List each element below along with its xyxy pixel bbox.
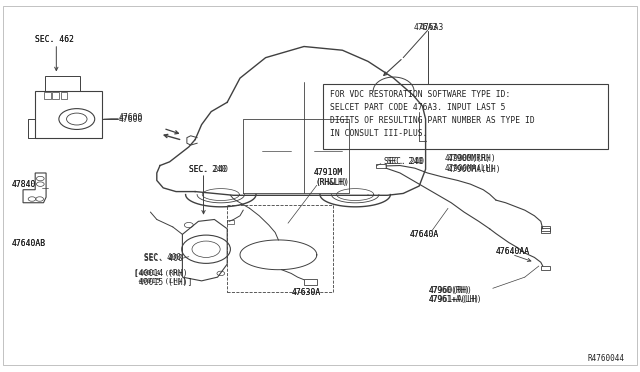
Text: 47640AA: 47640AA bbox=[496, 247, 530, 256]
Bar bbox=[52, 92, 59, 99]
Bar bbox=[44, 92, 51, 99]
Text: 40015 (LH)]: 40015 (LH)] bbox=[134, 278, 193, 287]
Text: SEC. 462: SEC. 462 bbox=[35, 35, 74, 44]
Text: 47960(RH): 47960(RH) bbox=[429, 286, 470, 295]
Text: 47640A: 47640A bbox=[410, 230, 439, 239]
Bar bbox=[45, 76, 80, 91]
Text: 476A3: 476A3 bbox=[419, 23, 444, 32]
Text: FOR VDC RESTORATION SOFTWARE TYPE ID:
SELCET PART CODE 476A3. INPUT LAST 5
DIGIT: FOR VDC RESTORATION SOFTWARE TYPE ID: SE… bbox=[330, 90, 534, 138]
Text: 47630A: 47630A bbox=[291, 288, 321, 296]
Text: 476A3: 476A3 bbox=[414, 23, 438, 32]
Text: 47960(RH): 47960(RH) bbox=[429, 286, 473, 295]
Text: SEC. 240: SEC. 240 bbox=[387, 157, 424, 166]
Text: SEC. 400: SEC. 400 bbox=[144, 253, 181, 262]
Text: SEC. 240: SEC. 240 bbox=[189, 165, 228, 174]
Text: (RH&LH): (RH&LH) bbox=[315, 178, 348, 187]
Text: 47640AA: 47640AA bbox=[496, 247, 530, 256]
Text: (RH&LH): (RH&LH) bbox=[315, 178, 349, 187]
Text: 47640AB: 47640AB bbox=[12, 239, 45, 248]
Text: 47900M(RH): 47900M(RH) bbox=[445, 154, 491, 163]
Text: [40014 (RH): [40014 (RH) bbox=[134, 269, 188, 278]
Text: SEC. 240: SEC. 240 bbox=[384, 157, 423, 166]
Text: 47840: 47840 bbox=[12, 180, 36, 189]
Bar bbox=[227, 205, 333, 292]
Text: [40014 (RH): [40014 (RH) bbox=[134, 269, 182, 276]
Text: 47600: 47600 bbox=[118, 115, 143, 124]
Text: SEC. 400: SEC. 400 bbox=[144, 254, 183, 263]
Text: 47961+A(LH): 47961+A(LH) bbox=[429, 295, 479, 304]
Text: 47640A: 47640A bbox=[410, 230, 439, 239]
Bar bbox=[541, 226, 550, 231]
Text: 47640AB: 47640AB bbox=[12, 239, 45, 248]
Bar bbox=[35, 91, 102, 138]
Bar bbox=[541, 266, 550, 270]
Bar bbox=[541, 228, 550, 232]
Bar bbox=[61, 92, 67, 99]
Text: 47900M(RH): 47900M(RH) bbox=[448, 154, 497, 163]
Text: 47910M: 47910M bbox=[314, 169, 343, 177]
Text: R4760044: R4760044 bbox=[587, 354, 624, 363]
Text: 47961+A(LH): 47961+A(LH) bbox=[429, 295, 483, 304]
Text: SEC. 240: SEC. 240 bbox=[189, 165, 226, 174]
Text: 47900MA(LH): 47900MA(LH) bbox=[445, 164, 495, 173]
Text: 40015 (LH)]: 40015 (LH)] bbox=[134, 278, 187, 284]
Bar bbox=[227, 220, 234, 224]
Text: SEC. 462: SEC. 462 bbox=[35, 35, 74, 44]
Text: 47900MA(LH): 47900MA(LH) bbox=[448, 165, 502, 174]
Bar bbox=[304, 279, 317, 285]
Bar bbox=[376, 164, 386, 168]
Text: 47630A: 47630A bbox=[291, 288, 321, 296]
Text: 47910M: 47910M bbox=[314, 169, 343, 177]
FancyBboxPatch shape bbox=[323, 84, 608, 149]
Text: 47840: 47840 bbox=[12, 180, 36, 189]
Text: 47600: 47600 bbox=[118, 113, 143, 122]
